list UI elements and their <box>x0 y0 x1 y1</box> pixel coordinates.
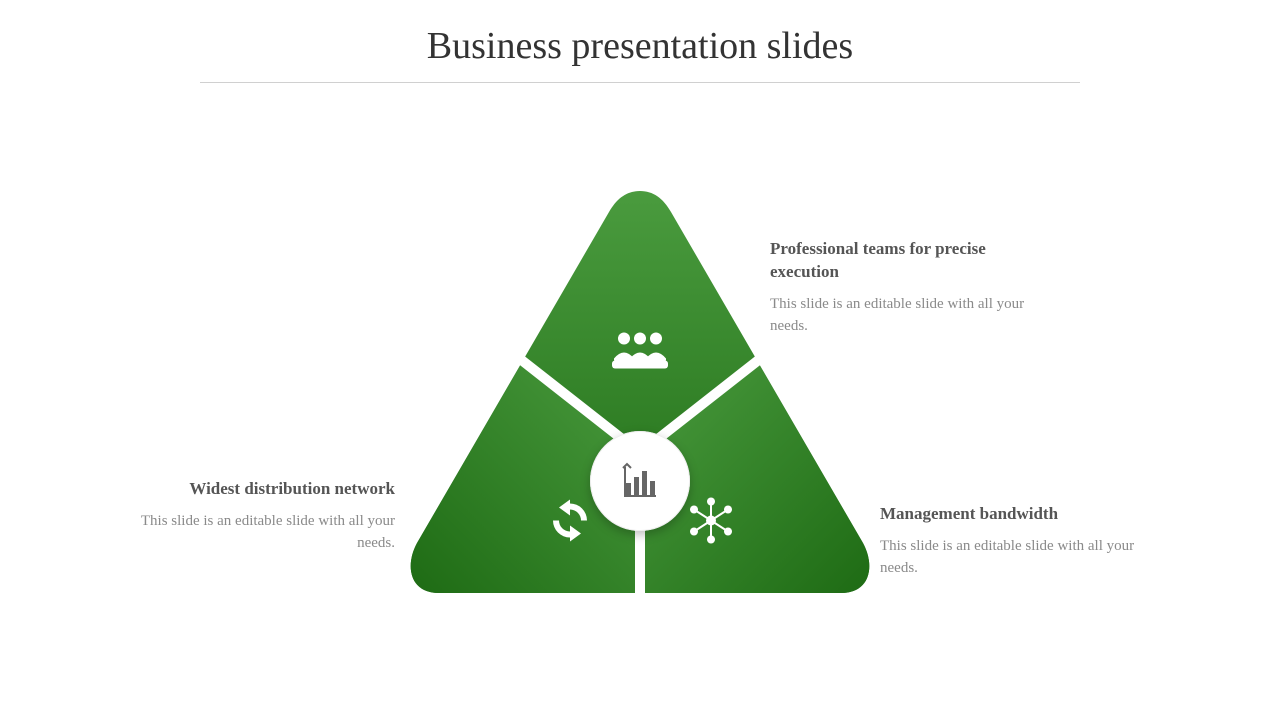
refresh-icon <box>547 498 593 549</box>
center-circle <box>590 431 690 531</box>
callout-right: Management bandwidth This slide is an ed… <box>880 503 1150 579</box>
bar-chart-icon <box>620 461 660 501</box>
diagram-stage: Professional teams for precise execution… <box>0 83 1280 703</box>
body-top: This slide is an editable slide with all… <box>770 294 1040 338</box>
heading-top: Professional teams for precise execution <box>770 238 1040 284</box>
body-left: This slide is an editable slide with all… <box>125 511 395 555</box>
heading-right: Management bandwidth <box>880 503 1150 526</box>
slide-title: Business presentation slides <box>0 0 1280 68</box>
heading-left: Widest distribution network <box>125 478 395 501</box>
callout-top: Professional teams for precise execution… <box>770 238 1040 337</box>
team-icon <box>610 329 670 378</box>
body-right: This slide is an editable slide with all… <box>880 536 1150 580</box>
callout-left: Widest distribution network This slide i… <box>125 478 395 554</box>
network-icon <box>686 496 736 551</box>
